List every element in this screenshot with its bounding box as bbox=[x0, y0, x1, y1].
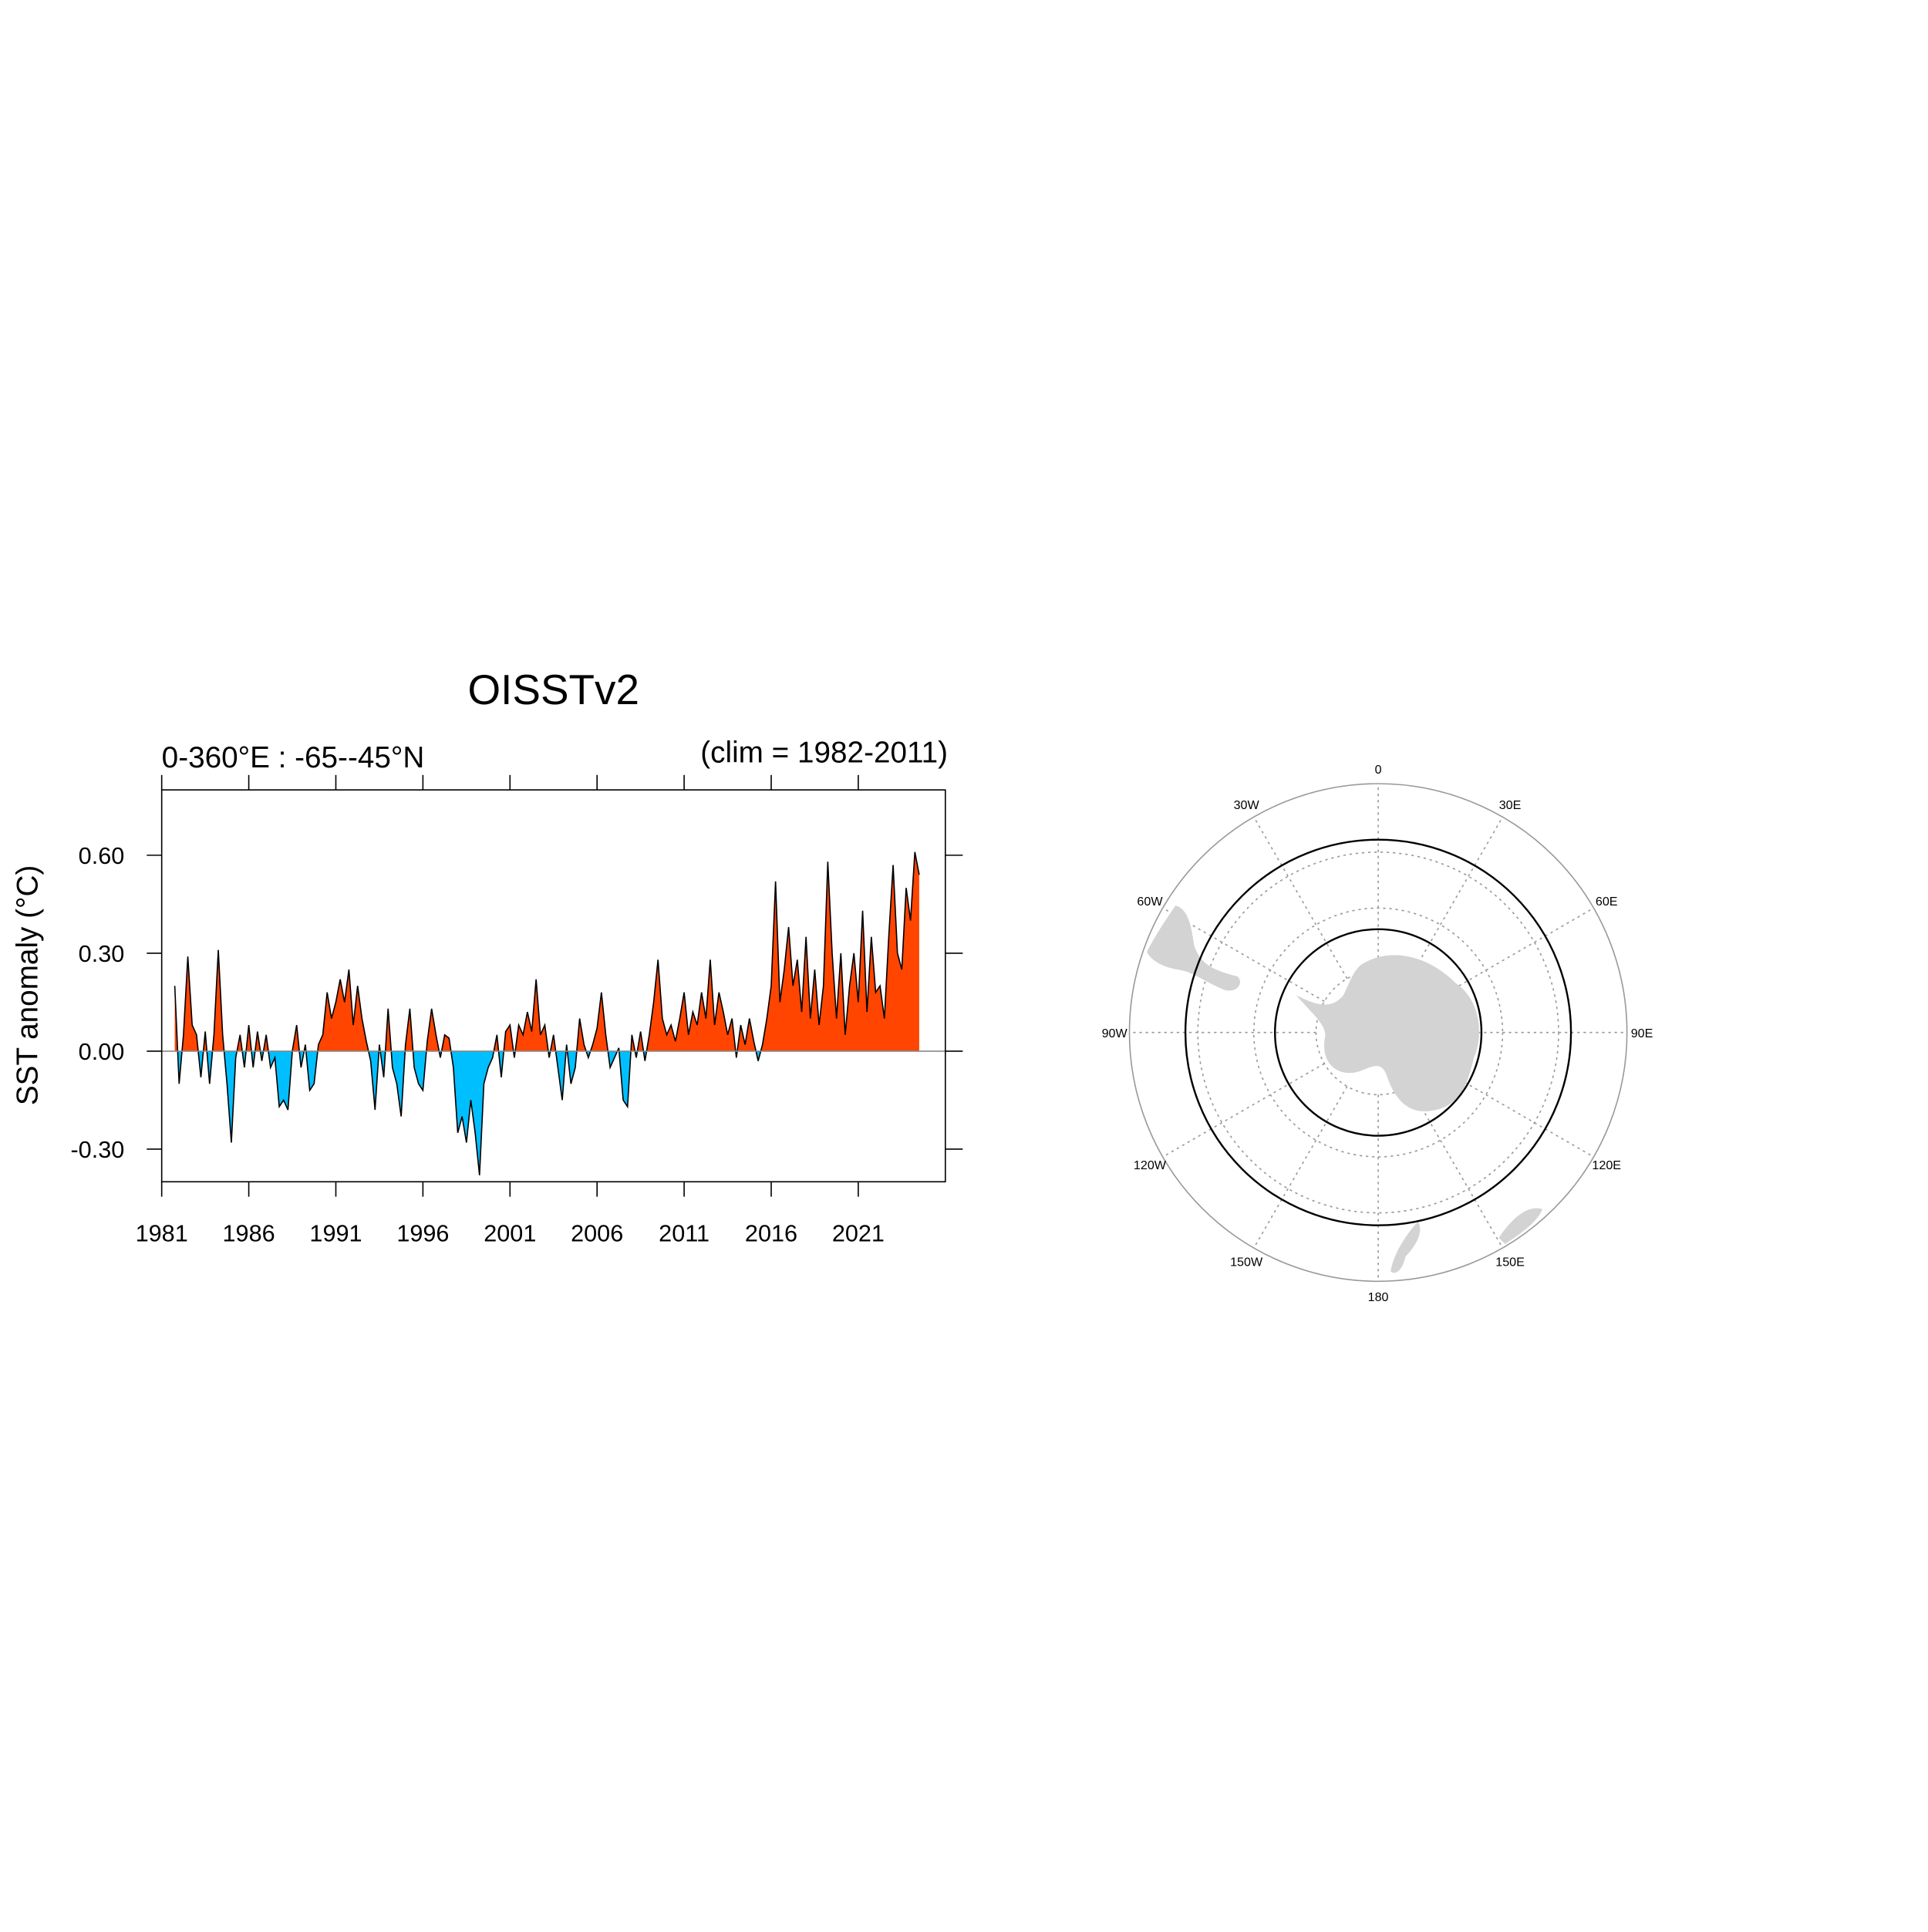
lon-label: 90E bbox=[1631, 1027, 1653, 1040]
y-tick-label: 0.00 bbox=[79, 1039, 125, 1065]
subtitle-right: (clim = 1982-2011) bbox=[700, 737, 948, 770]
line bbox=[174, 851, 920, 1175]
lon-label: 120W bbox=[1134, 1158, 1167, 1172]
x-tick-label: 1981 bbox=[136, 1221, 188, 1247]
y-tick-label: -0.30 bbox=[70, 1137, 124, 1163]
subtitle-left: 0-360°E : -65--45°N bbox=[162, 741, 425, 774]
x-tick-label: 2021 bbox=[832, 1221, 885, 1247]
y-axis-label: SST anomaly (°C) bbox=[11, 865, 44, 1105]
y-tick-label: 0.60 bbox=[79, 843, 125, 869]
lon-line bbox=[1408, 816, 1504, 979]
lon-label: 30W bbox=[1234, 798, 1260, 812]
area-positive bbox=[174, 851, 919, 1051]
chart-title: OISSTv2 bbox=[468, 666, 639, 713]
x-tick-label: 2006 bbox=[571, 1221, 623, 1247]
x-tick-label: 1991 bbox=[309, 1221, 362, 1247]
lon-label: 0 bbox=[1375, 763, 1382, 777]
x-tick-label: 1996 bbox=[396, 1221, 449, 1247]
region-outer bbox=[1184, 838, 1572, 1226]
lon-line bbox=[1162, 1063, 1325, 1158]
lon-label: 180 bbox=[1368, 1290, 1389, 1304]
land-antarctica bbox=[1296, 955, 1479, 1111]
lon-label: 30E bbox=[1499, 798, 1522, 812]
land-new-zealand bbox=[1390, 1221, 1421, 1273]
land-south-america bbox=[1147, 905, 1241, 991]
lon-label: 150W bbox=[1230, 1255, 1263, 1269]
x-tick-label: 2001 bbox=[484, 1221, 536, 1247]
lon-line bbox=[1253, 1086, 1348, 1249]
polar-map bbox=[1128, 783, 1628, 1283]
map-frame bbox=[1128, 783, 1628, 1283]
x-tick-label: 1986 bbox=[223, 1221, 275, 1247]
lon-label: 60W bbox=[1137, 895, 1163, 909]
y-tick-label: 0.30 bbox=[79, 941, 125, 967]
region-inner bbox=[1274, 928, 1483, 1137]
x-tick-label: 2016 bbox=[745, 1221, 797, 1247]
lon-line bbox=[1253, 816, 1348, 979]
x-tick-label: 2011 bbox=[659, 1221, 710, 1247]
lon-label: 60E bbox=[1596, 895, 1618, 909]
lon-label: 150E bbox=[1495, 1255, 1525, 1269]
lon-line bbox=[1408, 1086, 1504, 1249]
lon-label: 120E bbox=[1592, 1158, 1621, 1172]
lon-label: 90W bbox=[1102, 1027, 1128, 1040]
plot-frame bbox=[160, 789, 946, 1183]
land-australia bbox=[1498, 1208, 1542, 1244]
